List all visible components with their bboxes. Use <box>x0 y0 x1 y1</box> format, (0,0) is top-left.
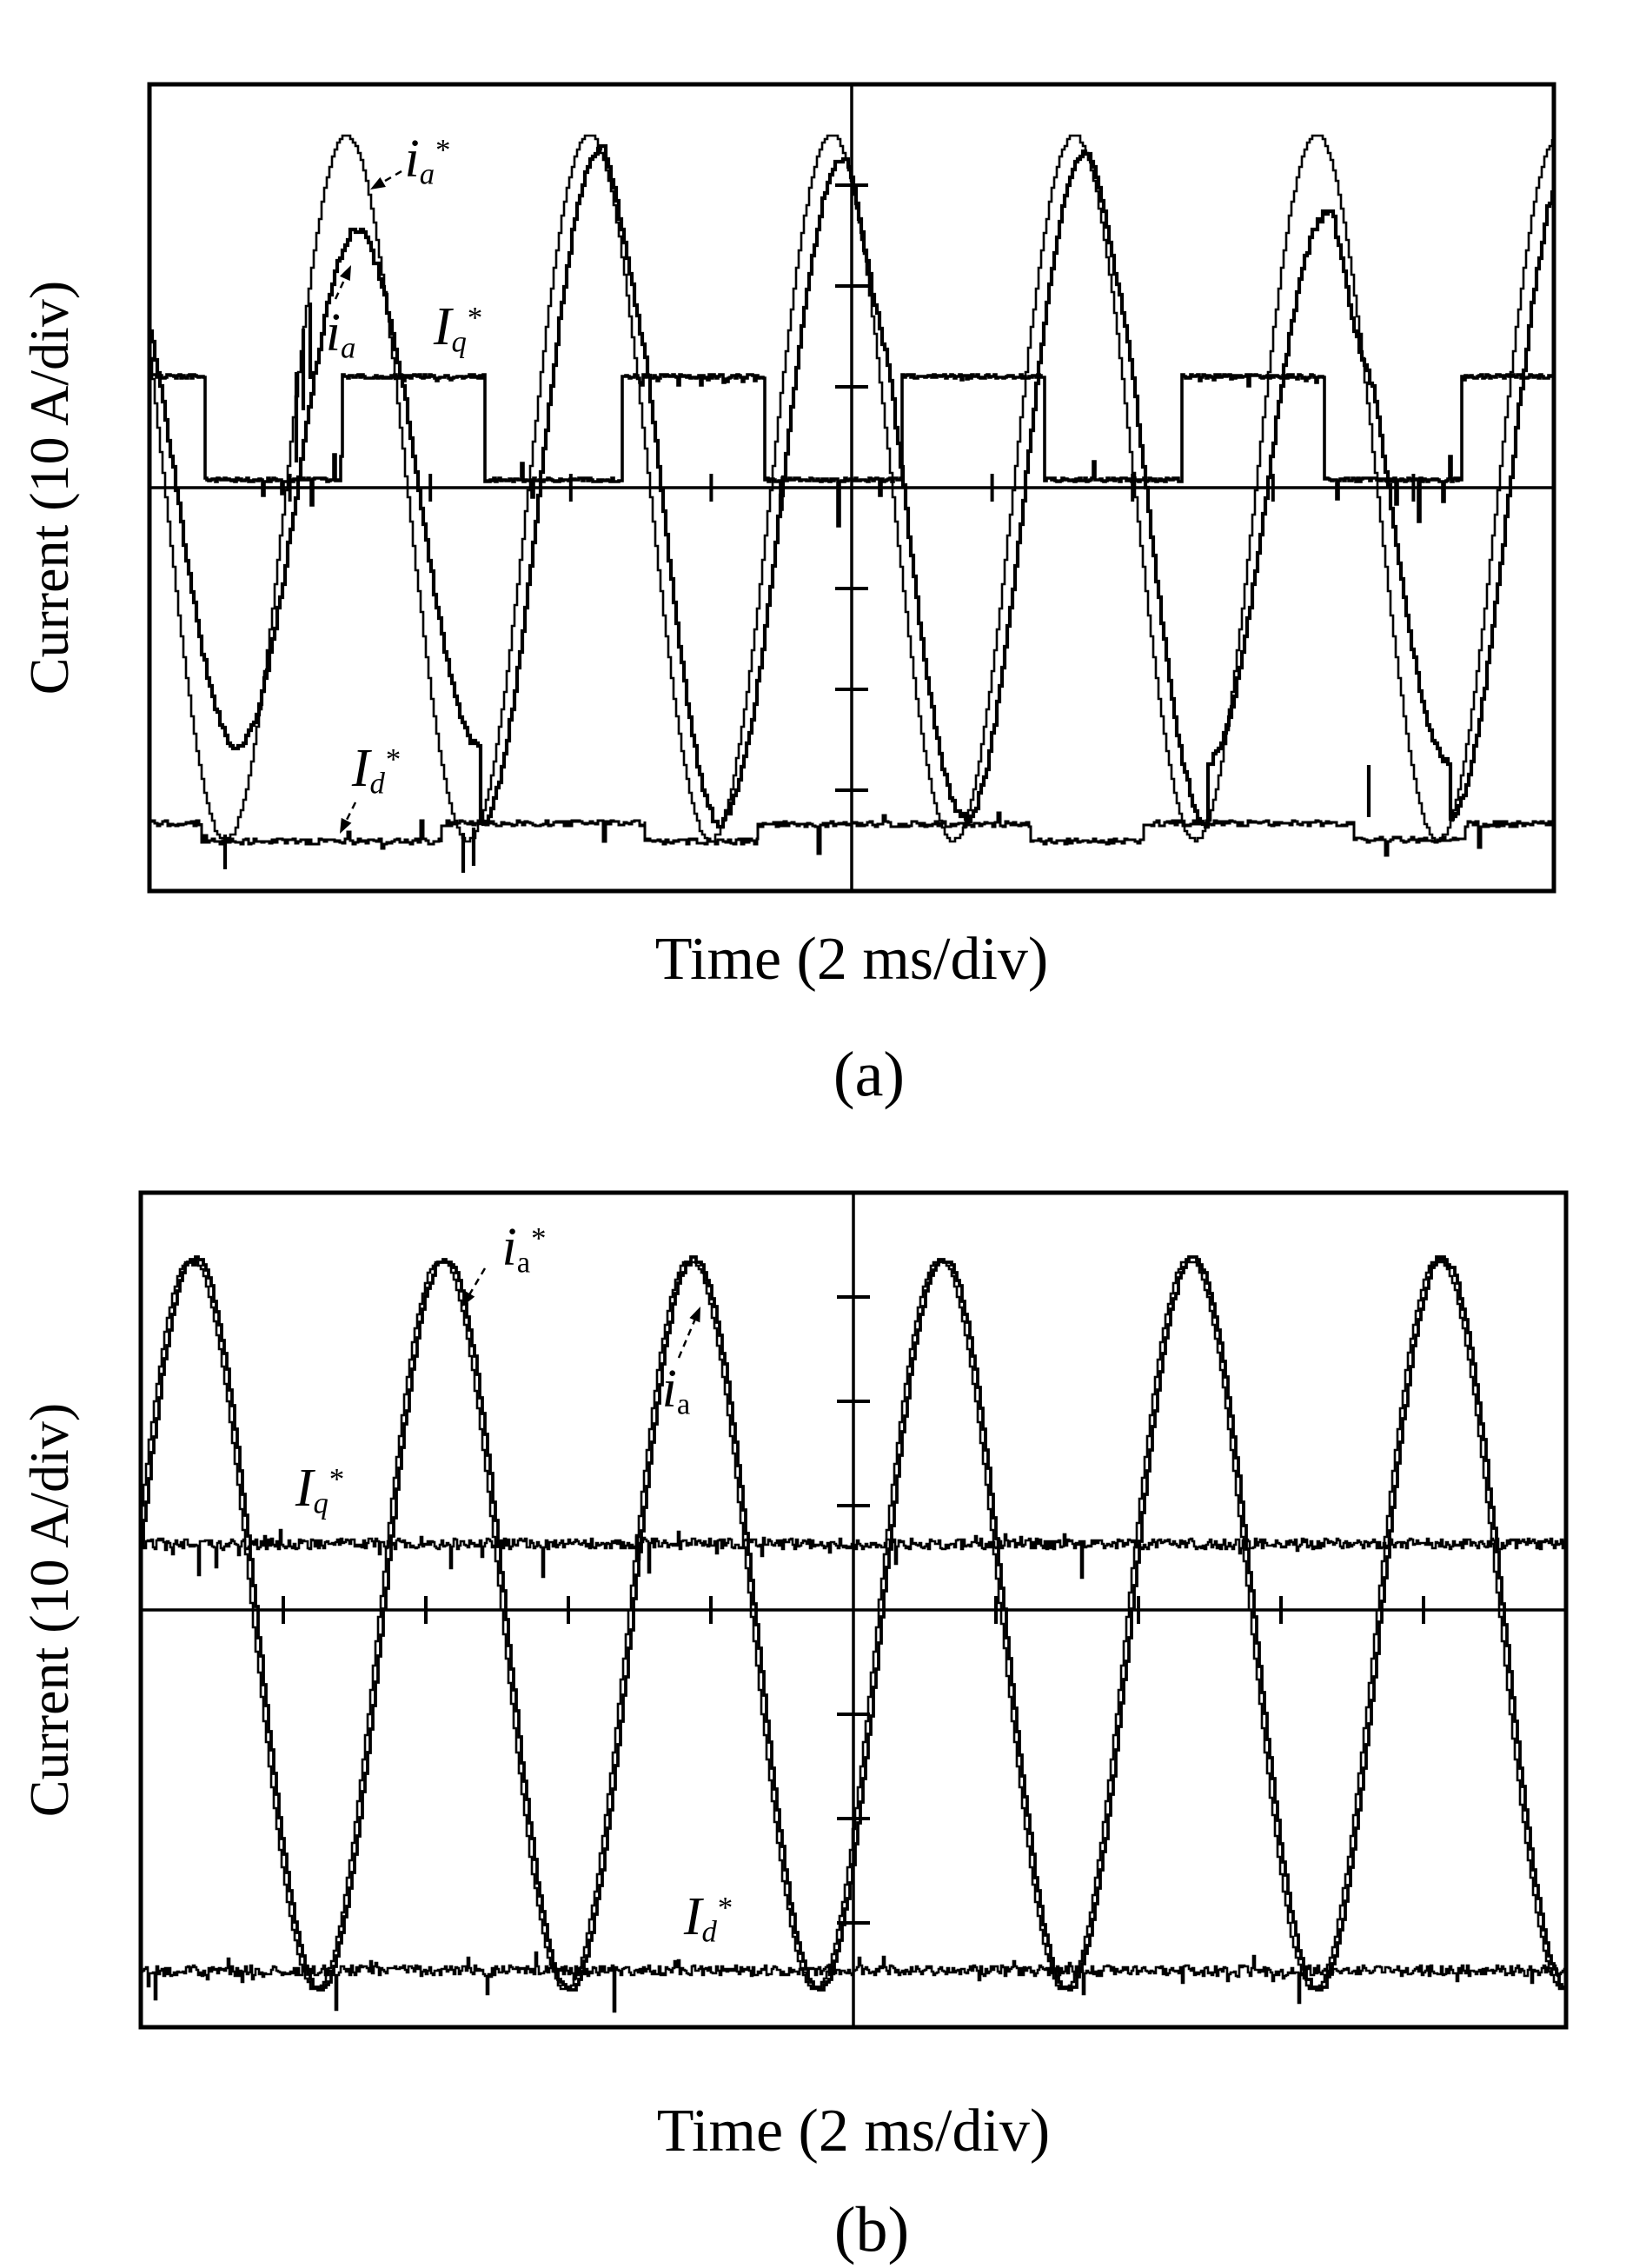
plot-border-b <box>138 1190 1569 2030</box>
ia-label-b: ia <box>661 1359 691 1421</box>
panel-b-waveforms <box>141 1255 1566 2013</box>
trace-a-ia <box>149 143 1554 873</box>
panel-caption-a: (a) <box>833 1039 906 1111</box>
panel-a-arrows <box>334 170 402 834</box>
ia-ref-label-a-arrowhead <box>370 176 386 190</box>
panel-caption-b: (b) <box>833 2194 910 2266</box>
x-axis-label-a: Time (2 ms/div) <box>654 926 1049 993</box>
ia-ref-label-a: ia* <box>404 129 451 191</box>
panel-b-graticule <box>138 1190 1569 2030</box>
trace-b-ia <box>141 1255 1564 1992</box>
plot-border-a <box>147 82 1556 894</box>
ia-label-a-arrow-line <box>334 272 348 300</box>
id-ref-label-b: Id* <box>683 1886 733 1949</box>
x-axis-label-b: Time (2 ms/div) <box>656 2098 1051 2165</box>
ia-label-a-arrowhead <box>339 265 351 282</box>
y-axis-label-b: Current (10 A/div) <box>18 1402 80 1818</box>
id-ref-label-a-arrowhead <box>340 817 352 834</box>
ia-ref-label-b-arrowhead <box>462 1291 475 1307</box>
y-axis-label-a: Current (10 A/div) <box>18 280 80 695</box>
ia-label-b-arrowhead <box>689 1307 700 1323</box>
ia-ref-label-b: ia* <box>501 1217 547 1280</box>
trace-a-Id_star <box>149 811 1554 857</box>
panel-b-arrows <box>462 1267 700 1359</box>
ia-label-b-arrow-line <box>677 1314 699 1359</box>
ia-ref-label-a-arrow-line <box>377 170 402 187</box>
id-ref-label-a: Id* <box>351 738 402 801</box>
trace-a-Iq_star <box>149 373 1554 528</box>
id-ref-label-a-arrow-line <box>342 801 357 827</box>
iq-ref-label-a: Iq* <box>433 296 483 359</box>
trace-b-Iq_star <box>141 1528 1566 1580</box>
trace-b-ia_star <box>141 1260 1564 1991</box>
iq-ref-label-b: Iq* <box>295 1458 345 1520</box>
ia-label-a: ia <box>325 303 356 365</box>
trace-b-Id_star <box>141 1951 1566 2013</box>
panel-a-waveforms <box>149 134 1554 873</box>
